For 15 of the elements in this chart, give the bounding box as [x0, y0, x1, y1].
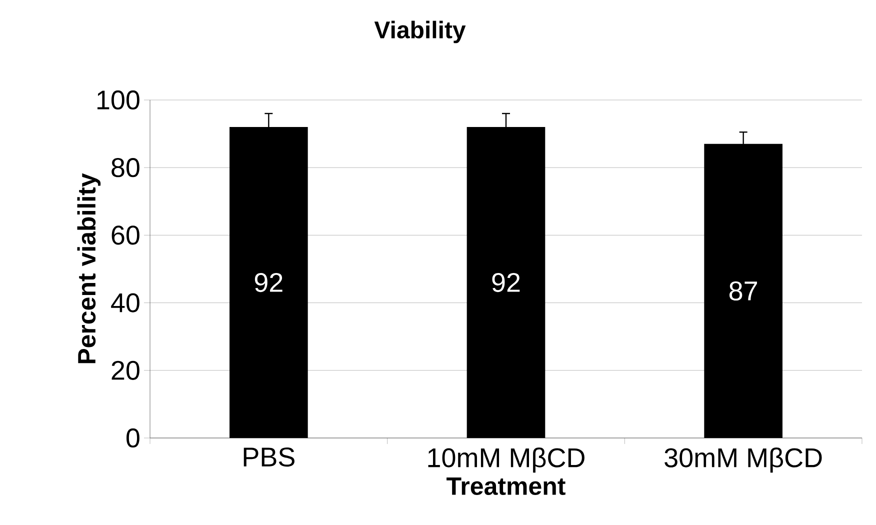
x-tick-label: 30mM MβCD [664, 448, 822, 473]
y-tick-label: 80 [112, 158, 140, 178]
data-label: 92 [492, 272, 520, 292]
data-label: 92 [254, 272, 282, 292]
x-tick-label: 10mM MβCD [428, 448, 584, 473]
y-tick-label: 60 [112, 226, 140, 245]
y-tick-label: 0 [126, 428, 140, 448]
x-tick-label: PBS [244, 448, 294, 467]
chart-title: Viability [374, 20, 466, 44]
x-axis-title: Treatment [446, 478, 566, 495]
y-tick-label: 20 [112, 360, 140, 380]
y-tick-label: 100 [97, 90, 140, 110]
y-axis-title: Percent viability [77, 173, 101, 364]
y-tick-label: 40 [111, 293, 140, 312]
data-label: 87 [729, 281, 757, 301]
